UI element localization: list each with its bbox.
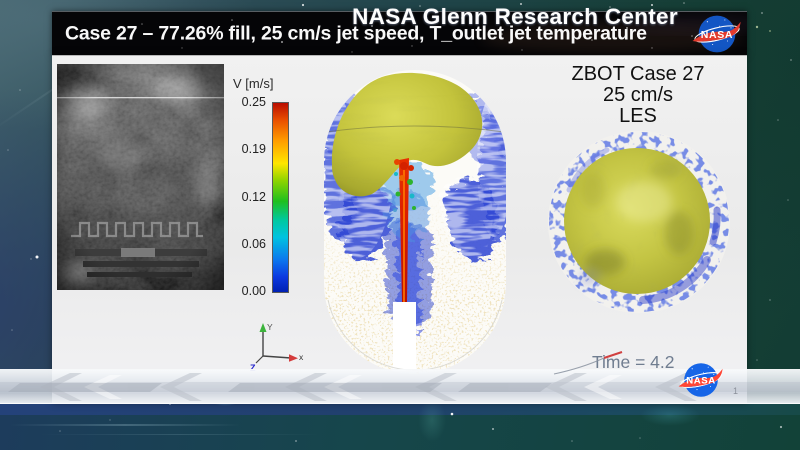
axes-triad: Y x Z bbox=[250, 322, 304, 373]
colorbar-tick: 0.25 bbox=[241, 95, 266, 109]
page-number: 1 bbox=[733, 386, 739, 396]
banner-chevron-pattern bbox=[0, 373, 800, 401]
case-info-panel: ZBOT Case 27 25 cm/s LES bbox=[549, 64, 727, 127]
jet-standpipe bbox=[393, 302, 416, 374]
colorbar-tick: 0.12 bbox=[241, 190, 266, 204]
nasa-meatball-logo-icon bbox=[677, 357, 725, 403]
case-info-line2: 25 cm/s bbox=[602, 84, 674, 106]
colorbar-tick: 0.00 bbox=[241, 284, 266, 298]
velocity-colorbar bbox=[272, 102, 289, 293]
cfd-top-view-figure bbox=[547, 130, 731, 314]
lower-teal-band bbox=[0, 415, 800, 450]
cfd-side-view-figure bbox=[324, 70, 506, 374]
case-info-line1: ZBOT Case 27 bbox=[571, 63, 705, 85]
nasa-meatball-logo-icon bbox=[689, 13, 745, 55]
jet-core bbox=[393, 158, 416, 302]
simulation-time-label: Time = 4.2 bbox=[592, 352, 675, 372]
slide-title: Case 27 – 77.26% fill, 25 cm/s jet speed… bbox=[65, 22, 647, 45]
colorbar-tick: 0.06 bbox=[241, 237, 266, 251]
footer-banner-text: NASA Glenn Research Center bbox=[352, 4, 678, 29]
lower-navy-band bbox=[0, 401, 800, 417]
colorbar-tick: 0.19 bbox=[241, 142, 266, 156]
slide-title-bar: Case 27 – 77.26% fill, 25 cm/s jet speed… bbox=[52, 11, 747, 56]
experiment-photo bbox=[57, 64, 224, 290]
y-axis-label: Y bbox=[267, 322, 273, 332]
z-axis-label: Z bbox=[250, 363, 256, 373]
x-axis-label: x bbox=[299, 352, 304, 362]
colorbar-title: V [m/s] bbox=[233, 76, 274, 91]
footer-banner bbox=[0, 369, 800, 404]
case-info-line3: LES bbox=[619, 105, 657, 127]
ullage-bubble bbox=[325, 72, 505, 197]
pointer-trace bbox=[553, 351, 623, 375]
